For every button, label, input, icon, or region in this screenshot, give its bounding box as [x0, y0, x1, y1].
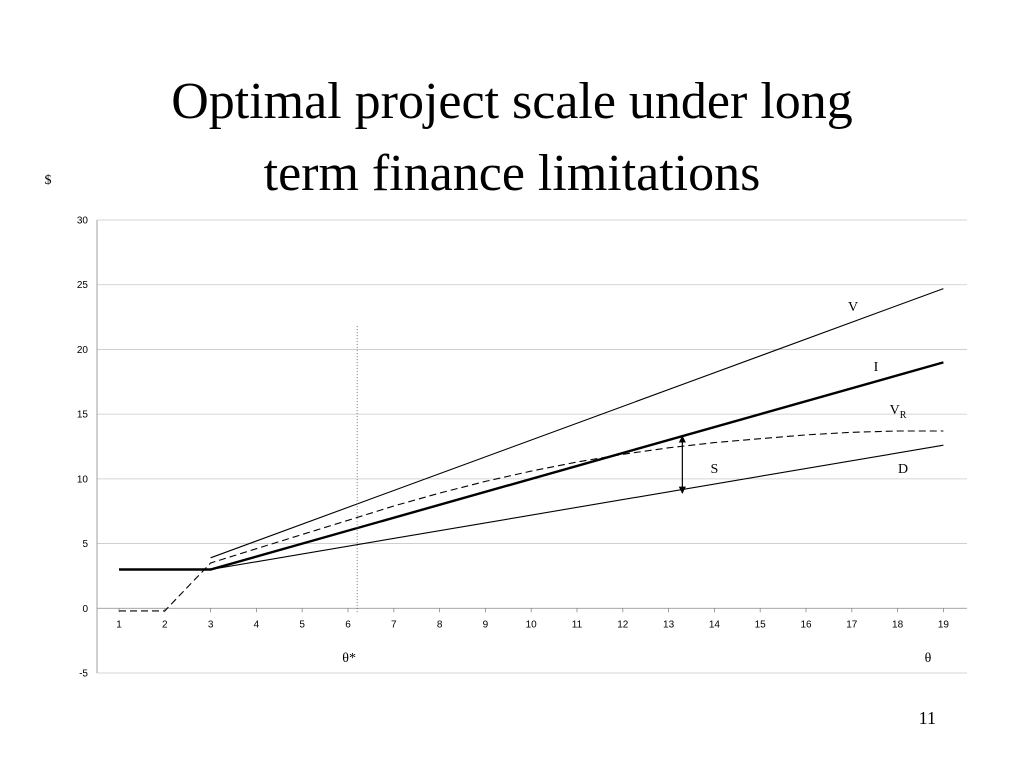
x-tick-label: 9 — [483, 619, 489, 630]
y-tick-label: -5 — [79, 669, 88, 680]
x-tick-labels: 1 2 3 4 5 6 7 8 9 10 11 12 13 14 15 16 17 18 19 — [116, 619, 949, 630]
y-tick-label: 30 — [77, 216, 89, 227]
series-label-vr: VR — [890, 403, 907, 421]
x-tick-label: 13 — [663, 619, 675, 630]
x-tick-label: 5 — [299, 619, 305, 630]
x-tick-label: 10 — [526, 619, 538, 630]
y-tick-label: 0 — [82, 604, 88, 615]
theta-star-label: θ* — [342, 651, 356, 666]
y-tick-label: 15 — [77, 410, 89, 421]
series-line-vr — [119, 430, 944, 612]
x-tick-label: 11 — [572, 619, 583, 630]
y-tick-labels: -5 0 5 10 15 20 25 30 — [77, 216, 89, 680]
annotations: V I VR Dθ* θ S — [342, 300, 931, 666]
x-tick-label: 18 — [892, 619, 904, 630]
y-tick-label: 5 — [82, 539, 88, 550]
slide-title: Optimal project scale under long term fi… — [0, 66, 1024, 210]
y-tick-label: 25 — [77, 280, 89, 291]
x-tick-label: 17 — [846, 619, 858, 630]
x-tick-label: 7 — [391, 619, 397, 630]
y-axis-label: $ — [45, 173, 52, 188]
axes — [96, 220, 967, 673]
page-number: 11 — [918, 708, 936, 728]
x-tick-label: 12 — [617, 619, 629, 630]
x-tick-label: 4 — [254, 619, 260, 630]
x-axis-label: θ — [925, 651, 932, 666]
series-label-v: V — [848, 300, 858, 315]
series — [119, 288, 944, 612]
x-tick-label: 16 — [800, 619, 812, 630]
slide-title-line-1: Optimal project scale under long — [171, 73, 853, 130]
x-tick-label: 14 — [709, 619, 721, 630]
slide-title-line-2: term finance limitations — [263, 145, 761, 202]
series-label-d: D — [898, 462, 908, 477]
x-tick-label: 2 — [162, 619, 168, 630]
x-tick-label: 3 — [208, 619, 214, 630]
s-gap-label: S — [710, 462, 718, 477]
x-tick-label: 1 — [116, 619, 122, 630]
y-tick-label: 10 — [77, 474, 89, 485]
x-tick-label: 6 — [345, 619, 351, 630]
series-line-v — [210, 288, 944, 559]
x-tick-label: 8 — [437, 619, 443, 630]
x-tick-label: 15 — [755, 619, 767, 630]
series-line-d — [210, 444, 944, 571]
grid-lines — [97, 219, 967, 674]
x-tick-label: 19 — [938, 619, 950, 630]
series-label-i: I — [874, 360, 879, 375]
y-tick-label: 20 — [77, 345, 89, 356]
